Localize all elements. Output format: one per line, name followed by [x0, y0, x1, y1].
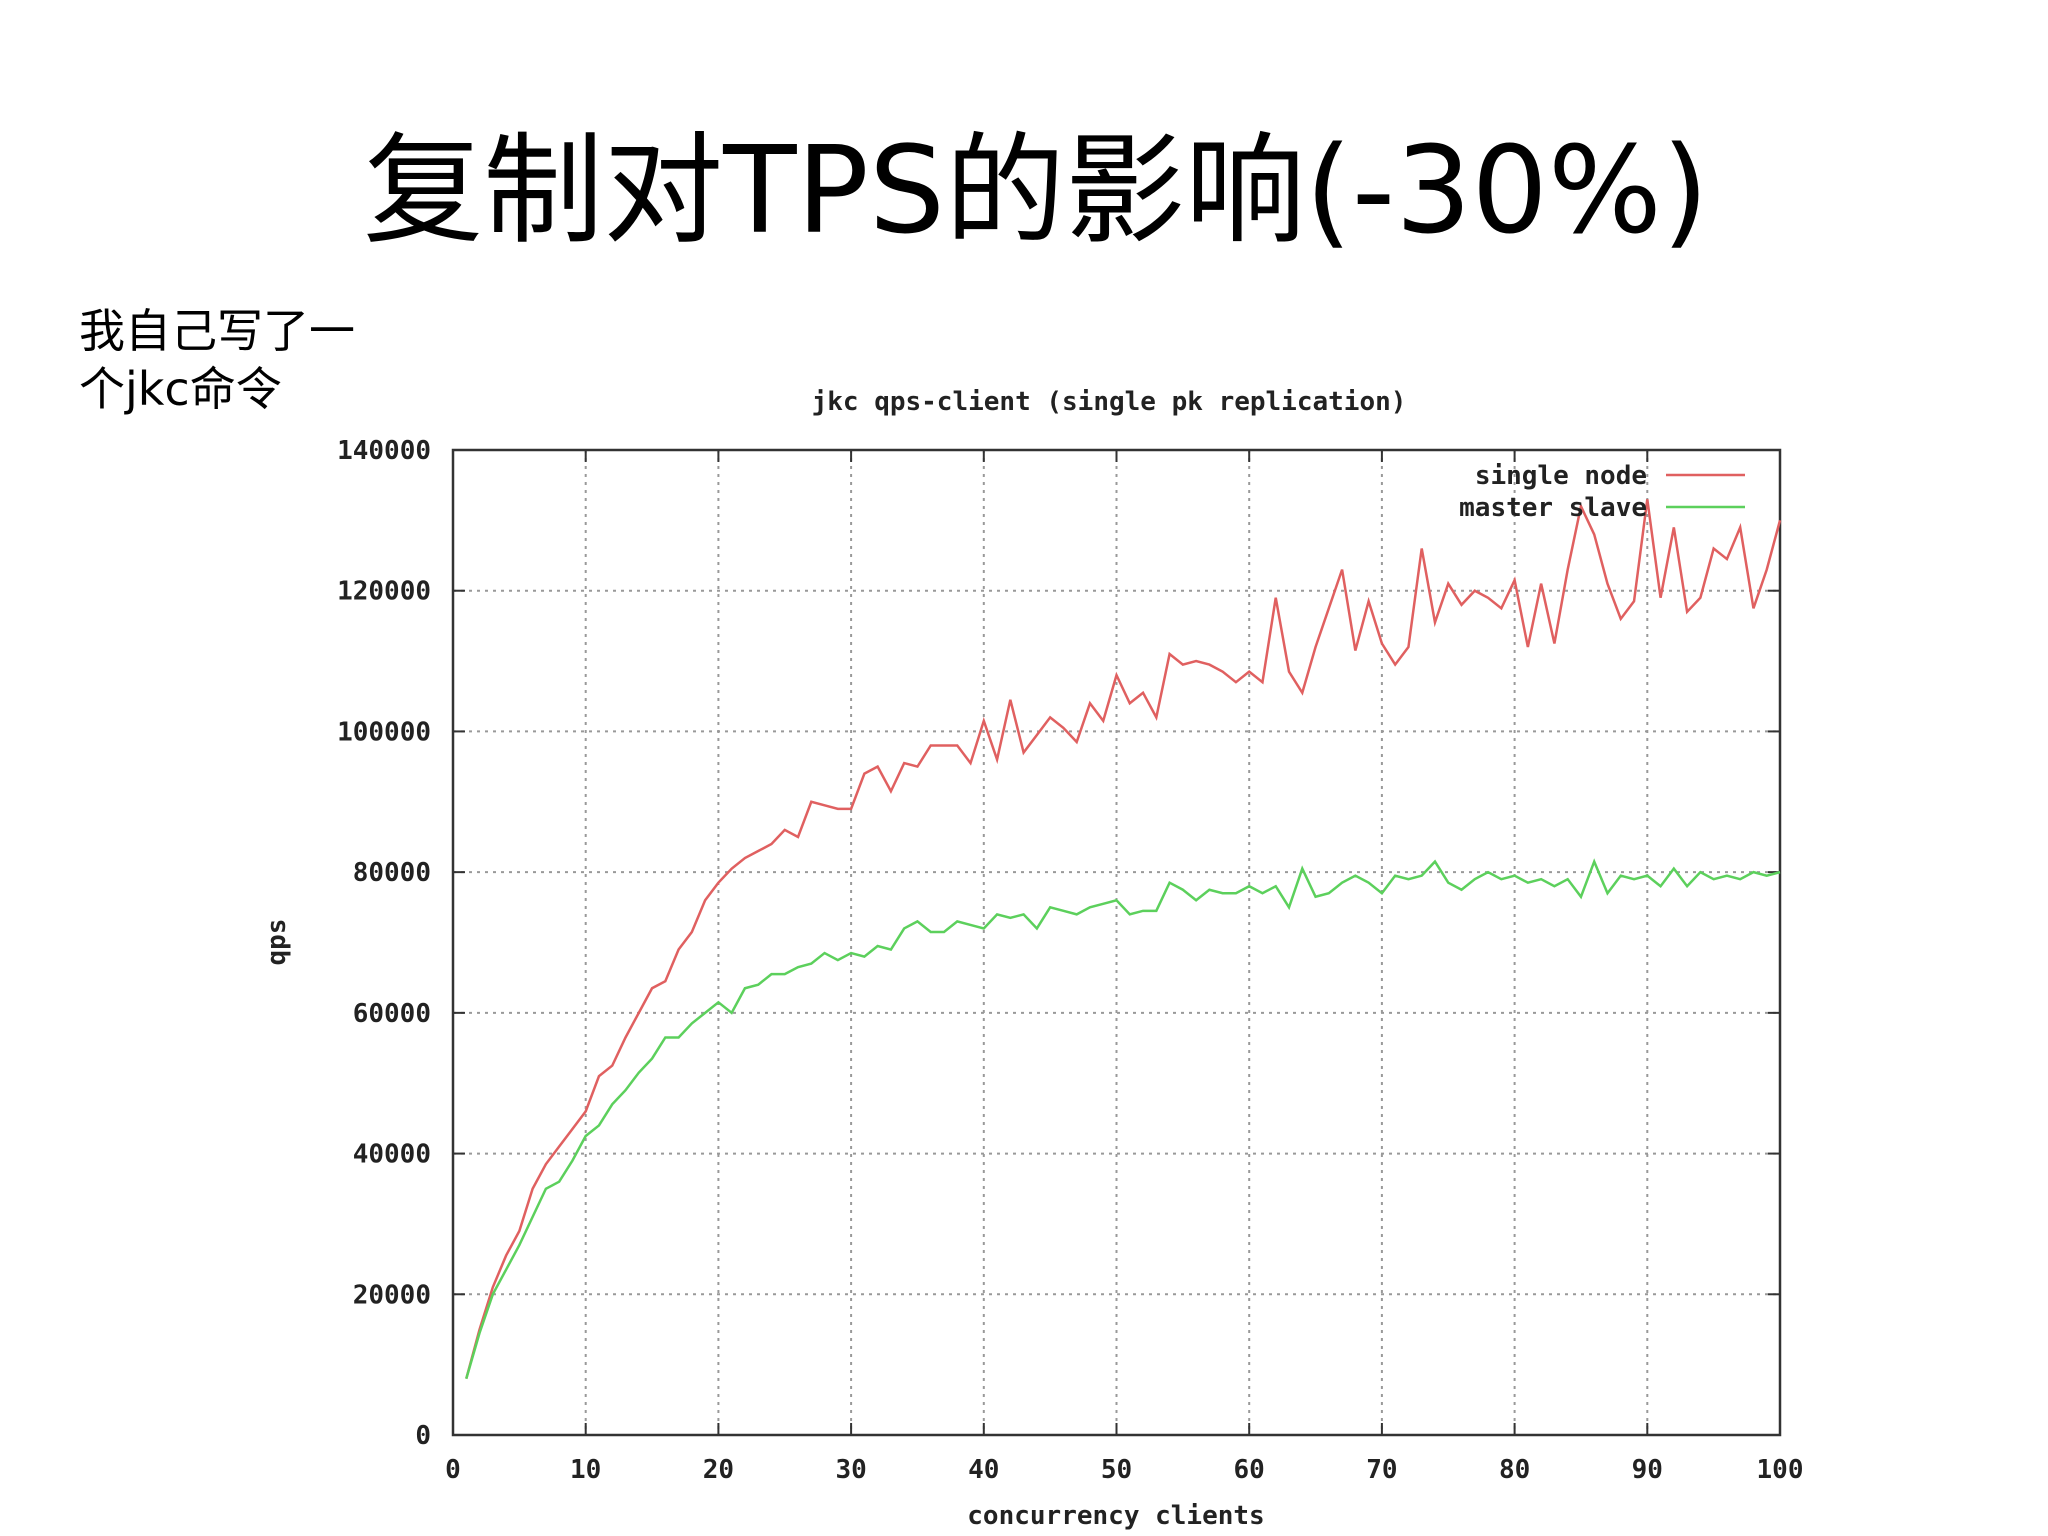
x-tick-label: 20: [703, 1455, 734, 1485]
x-tick-label: 80: [1499, 1455, 1530, 1485]
y-tick-label: 20000: [353, 1280, 431, 1310]
y-tick-label: 120000: [337, 577, 431, 607]
y-axis-label: qps: [262, 919, 292, 966]
y-tick-label: 0: [415, 1421, 431, 1451]
note-line: 个jkc命令: [79, 362, 282, 416]
y-tick-label: 100000: [337, 717, 431, 747]
note-line: 我自己写了一: [79, 304, 355, 358]
chart-title: jkc qps-client (single pk replication): [812, 387, 1407, 417]
legend-label: master slave: [1459, 493, 1647, 523]
y-tick-label: 140000: [337, 436, 431, 466]
y-tick-label: 40000: [353, 1140, 431, 1170]
x-tick-label: 10: [570, 1455, 601, 1485]
x-tick-label: 60: [1234, 1455, 1265, 1485]
x-axis-label: concurrency clients: [967, 1501, 1264, 1531]
y-tick-label: 60000: [353, 999, 431, 1029]
y-tick-label: 80000: [353, 858, 431, 888]
x-tick-label: 70: [1366, 1455, 1397, 1485]
slide-title: 复制对TPS的影响(-30%): [363, 122, 1709, 261]
x-tick-label: 40: [968, 1455, 999, 1485]
series-line: [465, 499, 1782, 1380]
x-tick-label: 90: [1632, 1455, 1663, 1485]
x-tick-label: 50: [1101, 1455, 1132, 1485]
x-tick-label: 100: [1757, 1455, 1804, 1485]
series-line: [465, 858, 1781, 1380]
x-tick-label: 30: [835, 1455, 866, 1485]
legend-label: single node: [1475, 461, 1647, 491]
x-tick-label: 0: [445, 1455, 461, 1485]
plot-frame: [451, 448, 1782, 1437]
